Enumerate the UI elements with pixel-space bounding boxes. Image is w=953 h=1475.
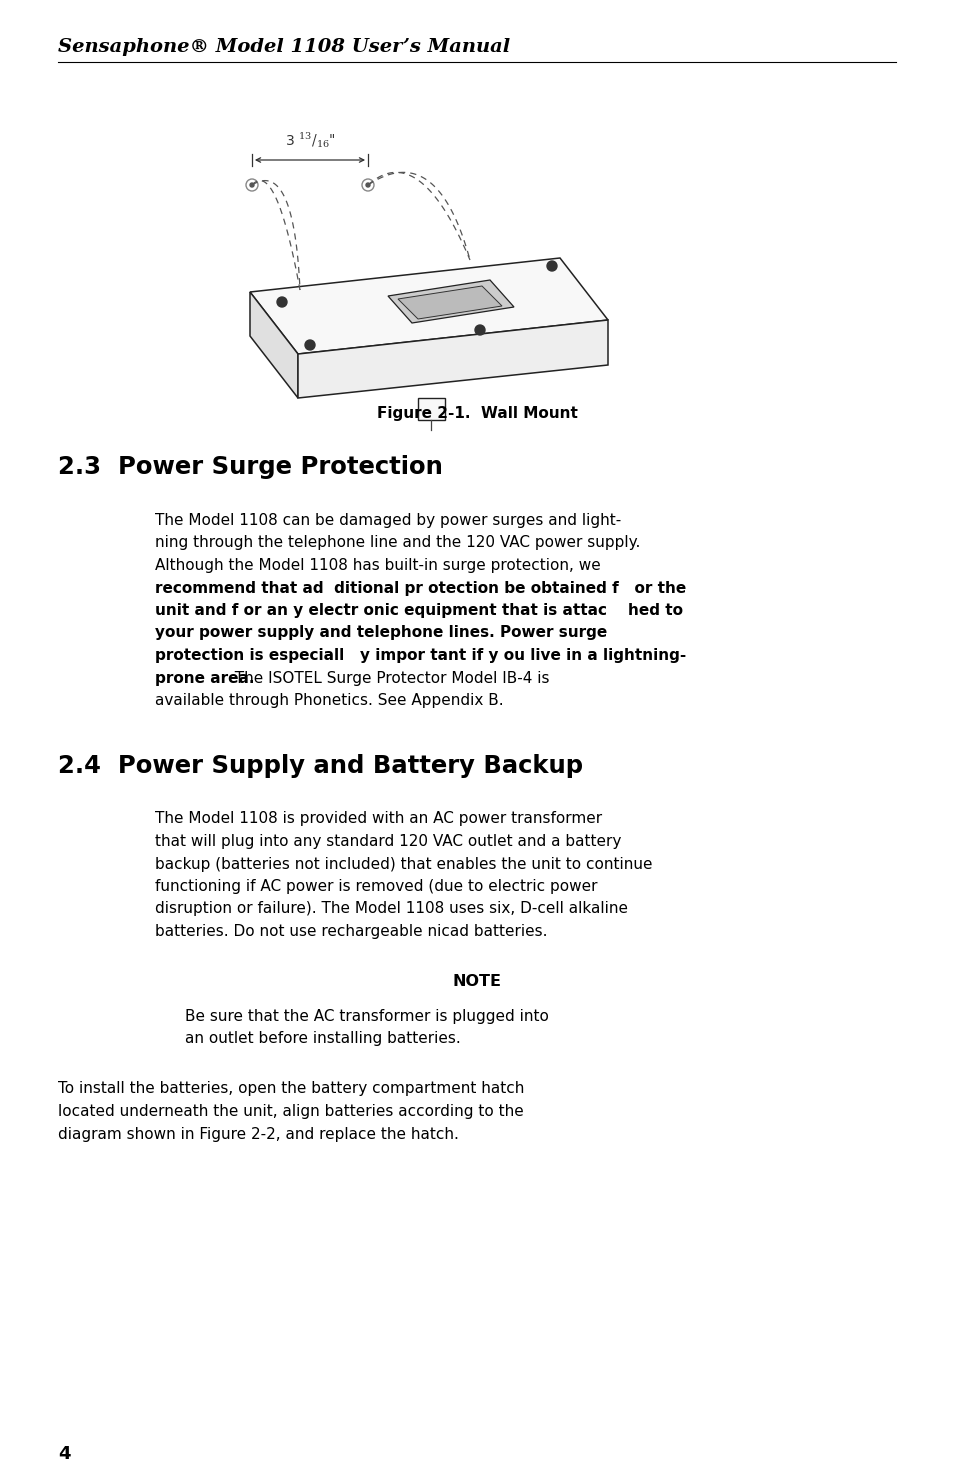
Circle shape [475, 324, 484, 335]
Polygon shape [388, 280, 514, 323]
Text: The Model 1108 is provided with an AC power transformer: The Model 1108 is provided with an AC po… [154, 811, 601, 826]
Text: The Model 1108 can be damaged by power surges and light-: The Model 1108 can be damaged by power s… [154, 513, 620, 528]
Text: unit and f or an y electr onic equipment that is attac    hed to: unit and f or an y electr onic equipment… [154, 603, 682, 618]
Polygon shape [250, 292, 297, 398]
Circle shape [305, 341, 314, 350]
Text: $3\ \mathregular{^{13}/_{16}}$": $3\ \mathregular{^{13}/_{16}}$" [284, 130, 335, 150]
Text: Be sure that the AC transformer is plugged into: Be sure that the AC transformer is plugg… [185, 1009, 548, 1024]
Text: recommend that ad  ditional pr otection be obtained f   or the: recommend that ad ditional pr otection b… [154, 581, 685, 596]
Text: diagram shown in Figure 2-2, and replace the hatch.: diagram shown in Figure 2-2, and replace… [58, 1127, 458, 1142]
Text: NOTE: NOTE [452, 975, 501, 990]
Text: 4: 4 [58, 1446, 71, 1463]
Text: batteries. Do not use rechargeable nicad batteries.: batteries. Do not use rechargeable nicad… [154, 923, 547, 940]
Polygon shape [297, 320, 607, 398]
Text: protection is especiall   y impor tant if y ou live in a lightning-: protection is especiall y impor tant if … [154, 648, 685, 662]
Circle shape [276, 296, 287, 307]
Text: ning through the telephone line and the 120 VAC power supply.: ning through the telephone line and the … [154, 535, 639, 550]
Text: your power supply and telephone lines. Power surge: your power supply and telephone lines. P… [154, 625, 607, 640]
Text: functioning if AC power is removed (due to electric power: functioning if AC power is removed (due … [154, 879, 597, 894]
Text: disruption or failure). The Model 1108 uses six, D-cell alkaline: disruption or failure). The Model 1108 u… [154, 901, 627, 916]
Text: The ISOTEL Surge Protector Model IB-4 is: The ISOTEL Surge Protector Model IB-4 is [225, 671, 549, 686]
Text: 2.4  Power Supply and Battery Backup: 2.4 Power Supply and Battery Backup [58, 754, 582, 777]
Polygon shape [250, 258, 607, 354]
Text: Although the Model 1108 has built-in surge protection, we: Although the Model 1108 has built-in sur… [154, 558, 600, 572]
Polygon shape [417, 398, 444, 420]
Text: Figure 2-1.  Wall Mount: Figure 2-1. Wall Mount [376, 406, 577, 420]
Circle shape [250, 183, 253, 187]
Text: prone area.: prone area. [154, 671, 254, 686]
Text: To install the batteries, open the battery compartment hatch: To install the batteries, open the batte… [58, 1081, 524, 1096]
Circle shape [546, 261, 557, 271]
Text: an outlet before installing batteries.: an outlet before installing batteries. [185, 1031, 460, 1046]
Text: 2.3  Power Surge Protection: 2.3 Power Surge Protection [58, 454, 442, 479]
Text: Sensaphone® Model 1108 User’s Manual: Sensaphone® Model 1108 User’s Manual [58, 38, 510, 56]
Polygon shape [397, 286, 501, 319]
Circle shape [366, 183, 370, 187]
Text: available through Phonetics. See Appendix B.: available through Phonetics. See Appendi… [154, 693, 503, 708]
Text: located underneath the unit, align batteries according to the: located underneath the unit, align batte… [58, 1103, 523, 1120]
Text: that will plug into any standard 120 VAC outlet and a battery: that will plug into any standard 120 VAC… [154, 833, 620, 850]
Text: backup (batteries not included) that enables the unit to continue: backup (batteries not included) that ena… [154, 857, 652, 872]
